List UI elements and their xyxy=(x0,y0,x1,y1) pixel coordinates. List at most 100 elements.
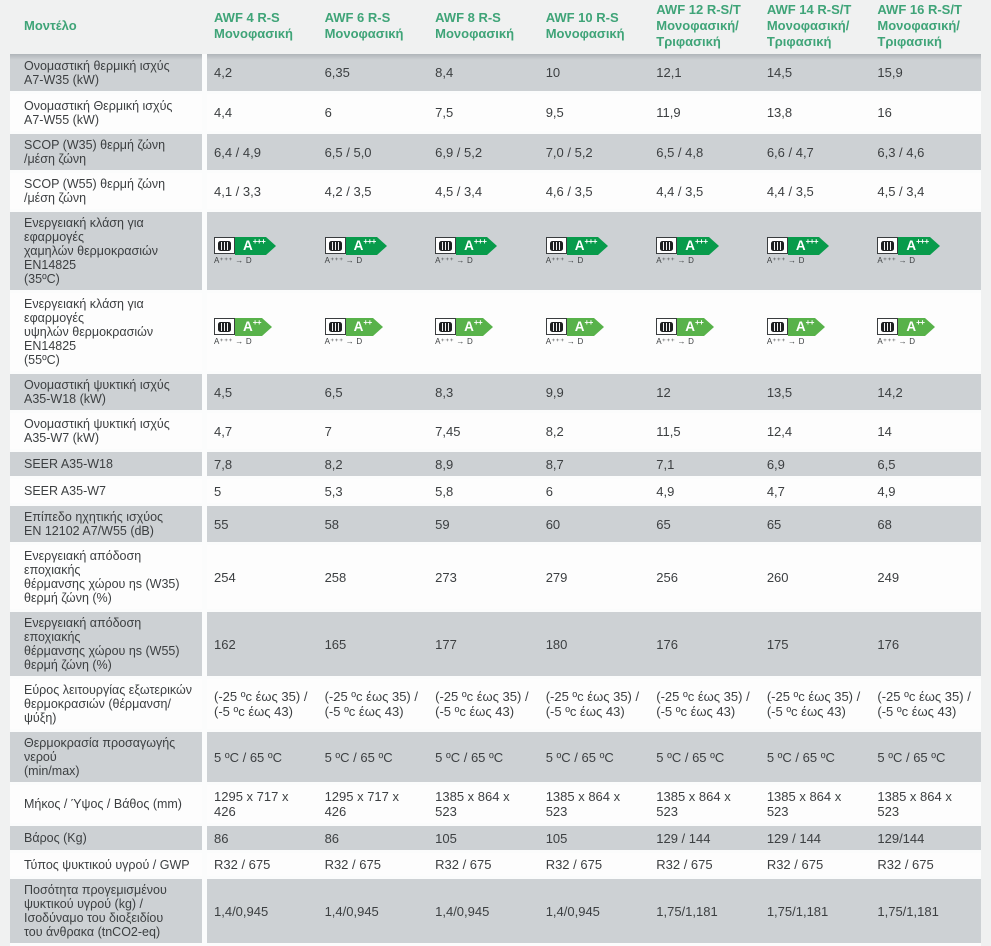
row-label: Ονομαστική Θερμική ισχύς A7-W55 (kW) xyxy=(10,94,207,134)
column-header: AWF 14 R-S/T Μονοφασική/ Τριφασική xyxy=(760,0,871,54)
row-label: Μήκος / Ύψος / Βάθος (mm) xyxy=(10,785,207,826)
spec-cell: A ++ A⁺⁺⁺ → D xyxy=(207,293,318,374)
spec-cell: 8,4 xyxy=(428,54,539,94)
spec-cell: 4,7 xyxy=(207,413,318,452)
spec-cell: 6 xyxy=(317,94,429,134)
spec-cell: 5 ºC / 65 ºC xyxy=(759,732,871,785)
spec-cell: 176 xyxy=(870,612,981,679)
row-label: Ενεργειακή κλάση για εφαρμογές υψηλών θε… xyxy=(10,293,207,374)
spec-cell: 65 xyxy=(649,506,760,545)
energy-class-badge: A +++ A⁺⁺⁺ → D xyxy=(545,236,608,266)
spec-cell: 11,5 xyxy=(649,413,760,452)
energy-scale-range: A⁺⁺⁺ → D xyxy=(435,336,473,346)
radiator-icon xyxy=(660,321,674,332)
row-label: SEER A35-W18 xyxy=(10,452,207,479)
radiator-icon xyxy=(549,240,563,251)
table-row: SCOP (W55) θερμή ζώνη /μέση ζώνη 4,1 / 3,… xyxy=(10,173,981,212)
radiator-box xyxy=(766,237,788,254)
radiator-icon xyxy=(439,321,453,332)
spec-cell: 7,0 / 5,2 xyxy=(538,134,650,173)
radiator-icon xyxy=(881,240,895,251)
rating-letter: A xyxy=(464,237,474,253)
spec-cell: 105 xyxy=(428,826,539,853)
table-row: Εύρος λειτουργίας εξωτερικών θερμοκρασιώ… xyxy=(10,679,981,732)
rating-plus: ++ xyxy=(805,318,815,327)
row-label: Θερμοκρασία προσαγωγής νερού (min/max) xyxy=(10,732,207,785)
column-phase-label: Μονοφασική/ Τριφασική xyxy=(656,18,739,49)
energy-arrow: A +++ xyxy=(766,236,830,255)
radiator-box xyxy=(545,237,567,254)
energy-class-badge: A ++ A⁺⁺⁺ → D xyxy=(766,317,825,347)
radiator-box xyxy=(766,318,788,335)
spec-cell: (-25 ºc έως 35) / (-5 ºc έως 43) xyxy=(870,679,981,732)
table-row: Τύπος ψυκτικού υγρού / GWP R32 / 675 R32 /… xyxy=(10,853,981,879)
rating-letter: A xyxy=(795,237,806,253)
arrow-tip-icon xyxy=(597,236,608,255)
spec-cell: 180 xyxy=(538,612,650,679)
radiator-icon xyxy=(770,321,784,332)
arrow-tip-icon xyxy=(708,236,719,255)
arrow-tip-icon xyxy=(925,317,936,336)
table-row: Ενεργειακή απόδοση εποχιακής θέρμανσης χ… xyxy=(10,545,981,612)
spec-cell: 59 xyxy=(428,506,539,545)
spec-cell: 8,9 xyxy=(428,452,539,479)
energy-arrow: A ++ xyxy=(214,317,273,336)
row-label: Ονομαστική θερμική ισχύς A7-W35 (kW) xyxy=(10,54,207,94)
spec-cell: 1385 x 864 x 523 xyxy=(870,785,981,826)
energy-arrow: A +++ xyxy=(435,236,498,255)
row-label: Ονομαστική ψυκτική ισχύς A35-W7 (kW) xyxy=(10,413,207,452)
column-header: AWF 12 R-S/T Μονοφασική/ Τριφασική xyxy=(649,0,760,54)
table-row: SEER A35-W7 5 5,3 5,8 6 4,9 4,7 4,9 xyxy=(10,479,981,506)
spec-cell: 86 xyxy=(207,826,318,853)
column-model-name: AWF 10 R-S xyxy=(545,10,619,25)
rating-letter: A xyxy=(353,237,364,253)
spec-cell: 13,8 xyxy=(759,94,871,134)
energy-class-badge: A +++ A⁺⁺⁺ → D xyxy=(766,236,830,266)
energy-scale-range: A⁺⁺⁺ → D xyxy=(214,255,252,265)
spec-cell: A +++ A⁺⁺⁺ → D xyxy=(759,212,871,293)
spec-cell: 6,5 xyxy=(870,452,981,479)
table-row: Ενεργειακή κλάση για εφαρμογές υψηλών θε… xyxy=(10,293,981,374)
energy-rating: A +++ xyxy=(898,236,930,255)
spec-cell: 4,9 xyxy=(870,479,981,506)
spec-cell: 1385 x 864 x 523 xyxy=(538,785,650,826)
energy-rating: A +++ xyxy=(456,236,488,255)
energy-rating: A ++ xyxy=(345,317,373,336)
energy-arrow: A ++ xyxy=(435,317,494,336)
rating-plus: +++ xyxy=(252,237,266,246)
table-header: Μοντέλο AWF 4 R-S Μονοφασική AWF 6 R-S Μονο… xyxy=(10,0,981,54)
radiator-box xyxy=(214,318,235,335)
radiator-box xyxy=(545,318,567,335)
spec-cell: 9,9 xyxy=(538,374,650,413)
radiator-icon xyxy=(328,321,342,332)
arrow-tip-icon xyxy=(262,317,273,336)
rating-plus: ++ xyxy=(363,318,372,327)
rating-plus: +++ xyxy=(584,237,597,246)
model-header-cell: Μοντέλο xyxy=(10,0,207,54)
spec-cell: 4,1 / 3,3 xyxy=(207,173,318,212)
energy-rating: A +++ xyxy=(677,236,709,255)
spec-cell: A +++ A⁺⁺⁺ → D xyxy=(428,212,539,293)
row-label: Ποσότητα προγεμισμένου ψυκτικού υγρού (k… xyxy=(10,879,207,946)
rating-plus: +++ xyxy=(695,237,708,246)
energy-class-badge: A ++ A⁺⁺⁺ → D xyxy=(545,317,604,347)
spec-cell: A +++ A⁺⁺⁺ → D xyxy=(317,212,429,293)
spec-cell: (-25 ºc έως 35) / (-5 ºc έως 43) xyxy=(317,679,429,732)
table-row: Βάρος (Kg) 86 86 105 105 129 / 144 129 / 144 12… xyxy=(10,826,981,853)
spec-cell: 6,5 / 5,0 xyxy=(317,134,429,173)
spec-cell: 5 ºC / 65 ºC xyxy=(428,732,539,785)
spec-cell: 58 xyxy=(317,506,429,545)
spec-cell: 6,5 xyxy=(317,374,429,413)
column-phase-label: Μονοφασική/ Τριφασική xyxy=(877,18,960,49)
energy-rating: A +++ xyxy=(787,236,820,255)
rating-letter: A xyxy=(464,318,474,334)
arrow-tip-icon xyxy=(929,236,940,255)
spec-cell: 10 xyxy=(538,54,650,94)
spec-cell: 249 xyxy=(870,545,981,612)
energy-arrow: A ++ xyxy=(656,317,715,336)
energy-rating: A ++ xyxy=(898,317,926,336)
spec-cell: 279 xyxy=(538,545,650,612)
energy-scale-range: A⁺⁺⁺ → D xyxy=(656,255,695,265)
radiator-box xyxy=(435,318,457,335)
